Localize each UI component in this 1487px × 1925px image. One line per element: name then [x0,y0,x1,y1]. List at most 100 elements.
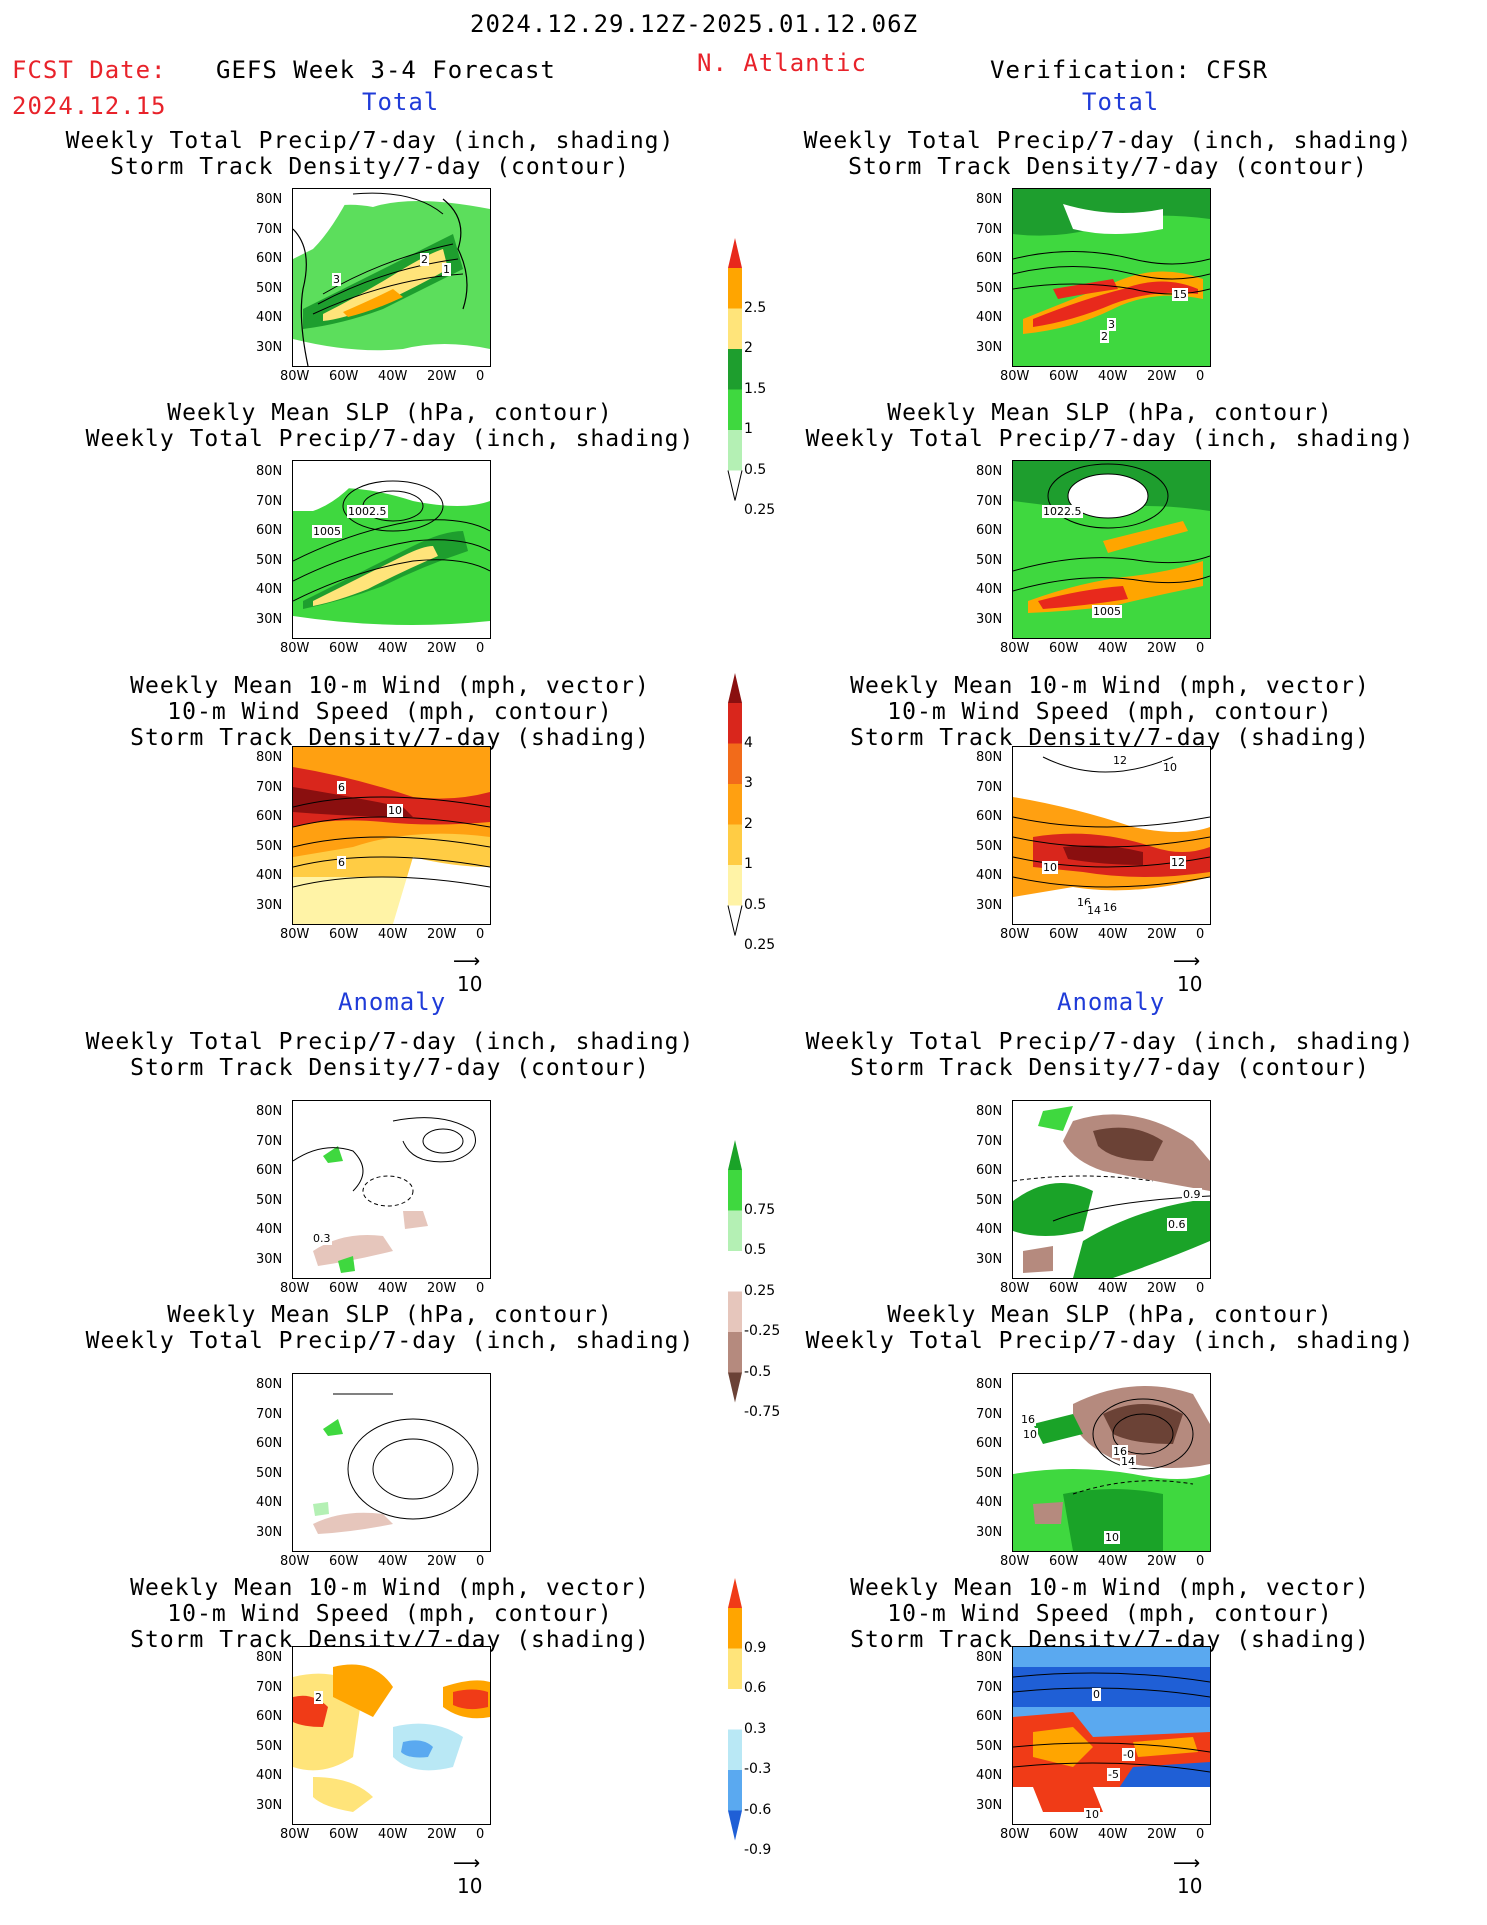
lat-tick-label: 30N [976,897,1003,913]
colorbar-tip-bottom [728,1810,742,1841]
contour-label: 10 [387,804,403,817]
lat-tick-label: 60N [976,1163,1003,1178]
colorbar-tip-bottom [727,470,743,501]
lat-tick-label: 40N [256,582,283,597]
contour-label: 2 [420,253,429,266]
lon-tick-label: 0 [476,641,485,656]
contour-label: 14 [1120,1455,1136,1468]
verification-title: Verification: CFSR [990,56,1269,84]
colorbar-segment [728,865,742,906]
fcst-date-label: FCST Date: [12,56,167,84]
lat-tick-label: 40N [976,582,1003,597]
lat-tick-label: 80N [256,1650,283,1665]
map-t2-right [1012,460,1211,639]
lon-tick-label: 80W [280,927,310,942]
lat-tick-label: 40N [256,310,283,325]
lon-tick-label: 20W [427,1827,457,1842]
contour-label: 10 [1104,1531,1120,1544]
lon-tick-label: 0 [1196,1554,1205,1569]
fcst-date-value: 2024.12.15 [12,92,167,120]
colorbar-label: 0.5 [744,1242,767,1258]
colorbar-segment [728,389,742,430]
title-a1-left: Weekly Total Precip/7-day (inch, shading… [85,1029,695,1081]
contour-label: 2 [314,1691,323,1704]
lon-tick-label: 0 [476,1554,485,1569]
section-anomaly-left: Anomaly [338,988,447,1016]
colorbar-segment [728,743,742,784]
lat-tick-label: 40N [256,1222,283,1237]
vector-ref-arrow-t3-right: ⟶ [1173,950,1201,972]
lon-tick-label: 60W [329,369,359,384]
contour-label: 1022.5 [1042,505,1083,518]
colorbar-label: 0.5 [744,461,767,478]
lat-tick-label: 80N [976,1377,1003,1392]
lon-tick-label: 40W [378,369,408,384]
vector-ref-label-a3-left: 10 [457,1874,483,1898]
lon-tick-label: 80W [1000,369,1030,384]
lat-tick-label: 40N [976,1768,1003,1783]
lat-tick-label: 80N [976,1650,1003,1665]
lat-tick-label: 70N [256,221,283,237]
map-a1-left [292,1100,491,1279]
colorbar-precip_anom [728,1140,742,1403]
map-t3-left [292,746,491,925]
lon-tick-label: 80W [280,1281,310,1296]
colorbar-track_anom [728,1578,742,1841]
lat-tick-label: 50N [976,280,1003,296]
lat-tick-label: 80N [256,1104,283,1119]
lon-tick-label: 0 [1196,641,1205,656]
contour-label: 0.6 [1167,1218,1187,1231]
lon-tick-label: 60W [329,641,359,656]
lat-tick-label: 30N [256,1797,283,1813]
lon-tick-label: 0 [476,1281,485,1296]
colorbar-segment [728,1170,742,1211]
colorbar-label: -0.9 [744,1842,772,1858]
lat-tick-label: 50N [976,1738,1003,1754]
contour-label: 0.3 [312,1232,332,1245]
map-a2-right [1012,1373,1211,1552]
lat-tick-label: 70N [976,1133,1003,1149]
lon-tick-label: 0 [1196,927,1205,942]
contour-label: 2 [1100,330,1109,343]
colorbar-label: -0.3 [744,1761,772,1777]
title-a3-right: Weekly Mean 10-m Wind (mph, vector) 10-m… [850,1575,1370,1653]
lon-tick-label: 20W [427,369,457,384]
lat-tick-label: 80N [256,464,283,479]
contour-label: 0 [1092,1688,1101,1701]
contour-label: 14 [1086,904,1102,917]
vector-ref-label-t3-right: 10 [1177,972,1203,996]
colorbar-track [727,673,743,936]
vector-ref-arrow-a3-right: ⟶ [1173,1852,1201,1874]
contour-label: 10 [1084,1808,1100,1821]
lon-tick-label: 0 [1196,1827,1205,1842]
contour-label: -0 [1122,1748,1135,1761]
colorbar-label: 1 [744,856,753,872]
lon-tick-label: 0 [476,369,485,384]
lat-tick-label: 60N [976,809,1003,824]
lon-tick-label: 80W [1000,1554,1030,1569]
colorbar-label: -0.25 [744,1323,781,1339]
lat-tick-label: 50N [256,1192,283,1208]
period-title: 2024.12.29.12Z-2025.01.12.06Z [470,10,919,38]
title-t1-left: Weekly Total Precip/7-day (inch, shading… [65,128,675,180]
colorbar-label: 0.9 [744,1639,767,1656]
colorbar-label: 1 [744,421,753,437]
lat-tick-label: 70N [256,493,283,509]
lat-tick-label: 30N [976,339,1003,355]
colorbar-label: -0.5 [744,1363,772,1380]
contour-label: 12 [1112,754,1128,767]
title-a2-right: Weekly Mean SLP (hPa, contour) Weekly To… [805,1302,1415,1354]
colorbar-segment [728,1689,742,1730]
title-t2-left: Weekly Mean SLP (hPa, contour) Weekly To… [85,400,695,452]
title-t3-left: Weekly Mean 10-m Wind (mph, vector) 10-m… [130,673,650,751]
section-anomaly-right: Anomaly [1057,988,1166,1016]
colorbar-label: -0.75 [744,1404,781,1420]
lat-tick-label: 40N [976,868,1003,883]
lat-tick-label: 40N [256,1495,283,1510]
map-a1-right [1012,1100,1211,1279]
lon-tick-label: 60W [329,1281,359,1296]
lon-tick-label: 20W [1147,1827,1177,1842]
lat-tick-label: 40N [256,1768,283,1783]
contour-label: 16 [1102,901,1118,914]
contour-label: 12 [1170,856,1186,869]
